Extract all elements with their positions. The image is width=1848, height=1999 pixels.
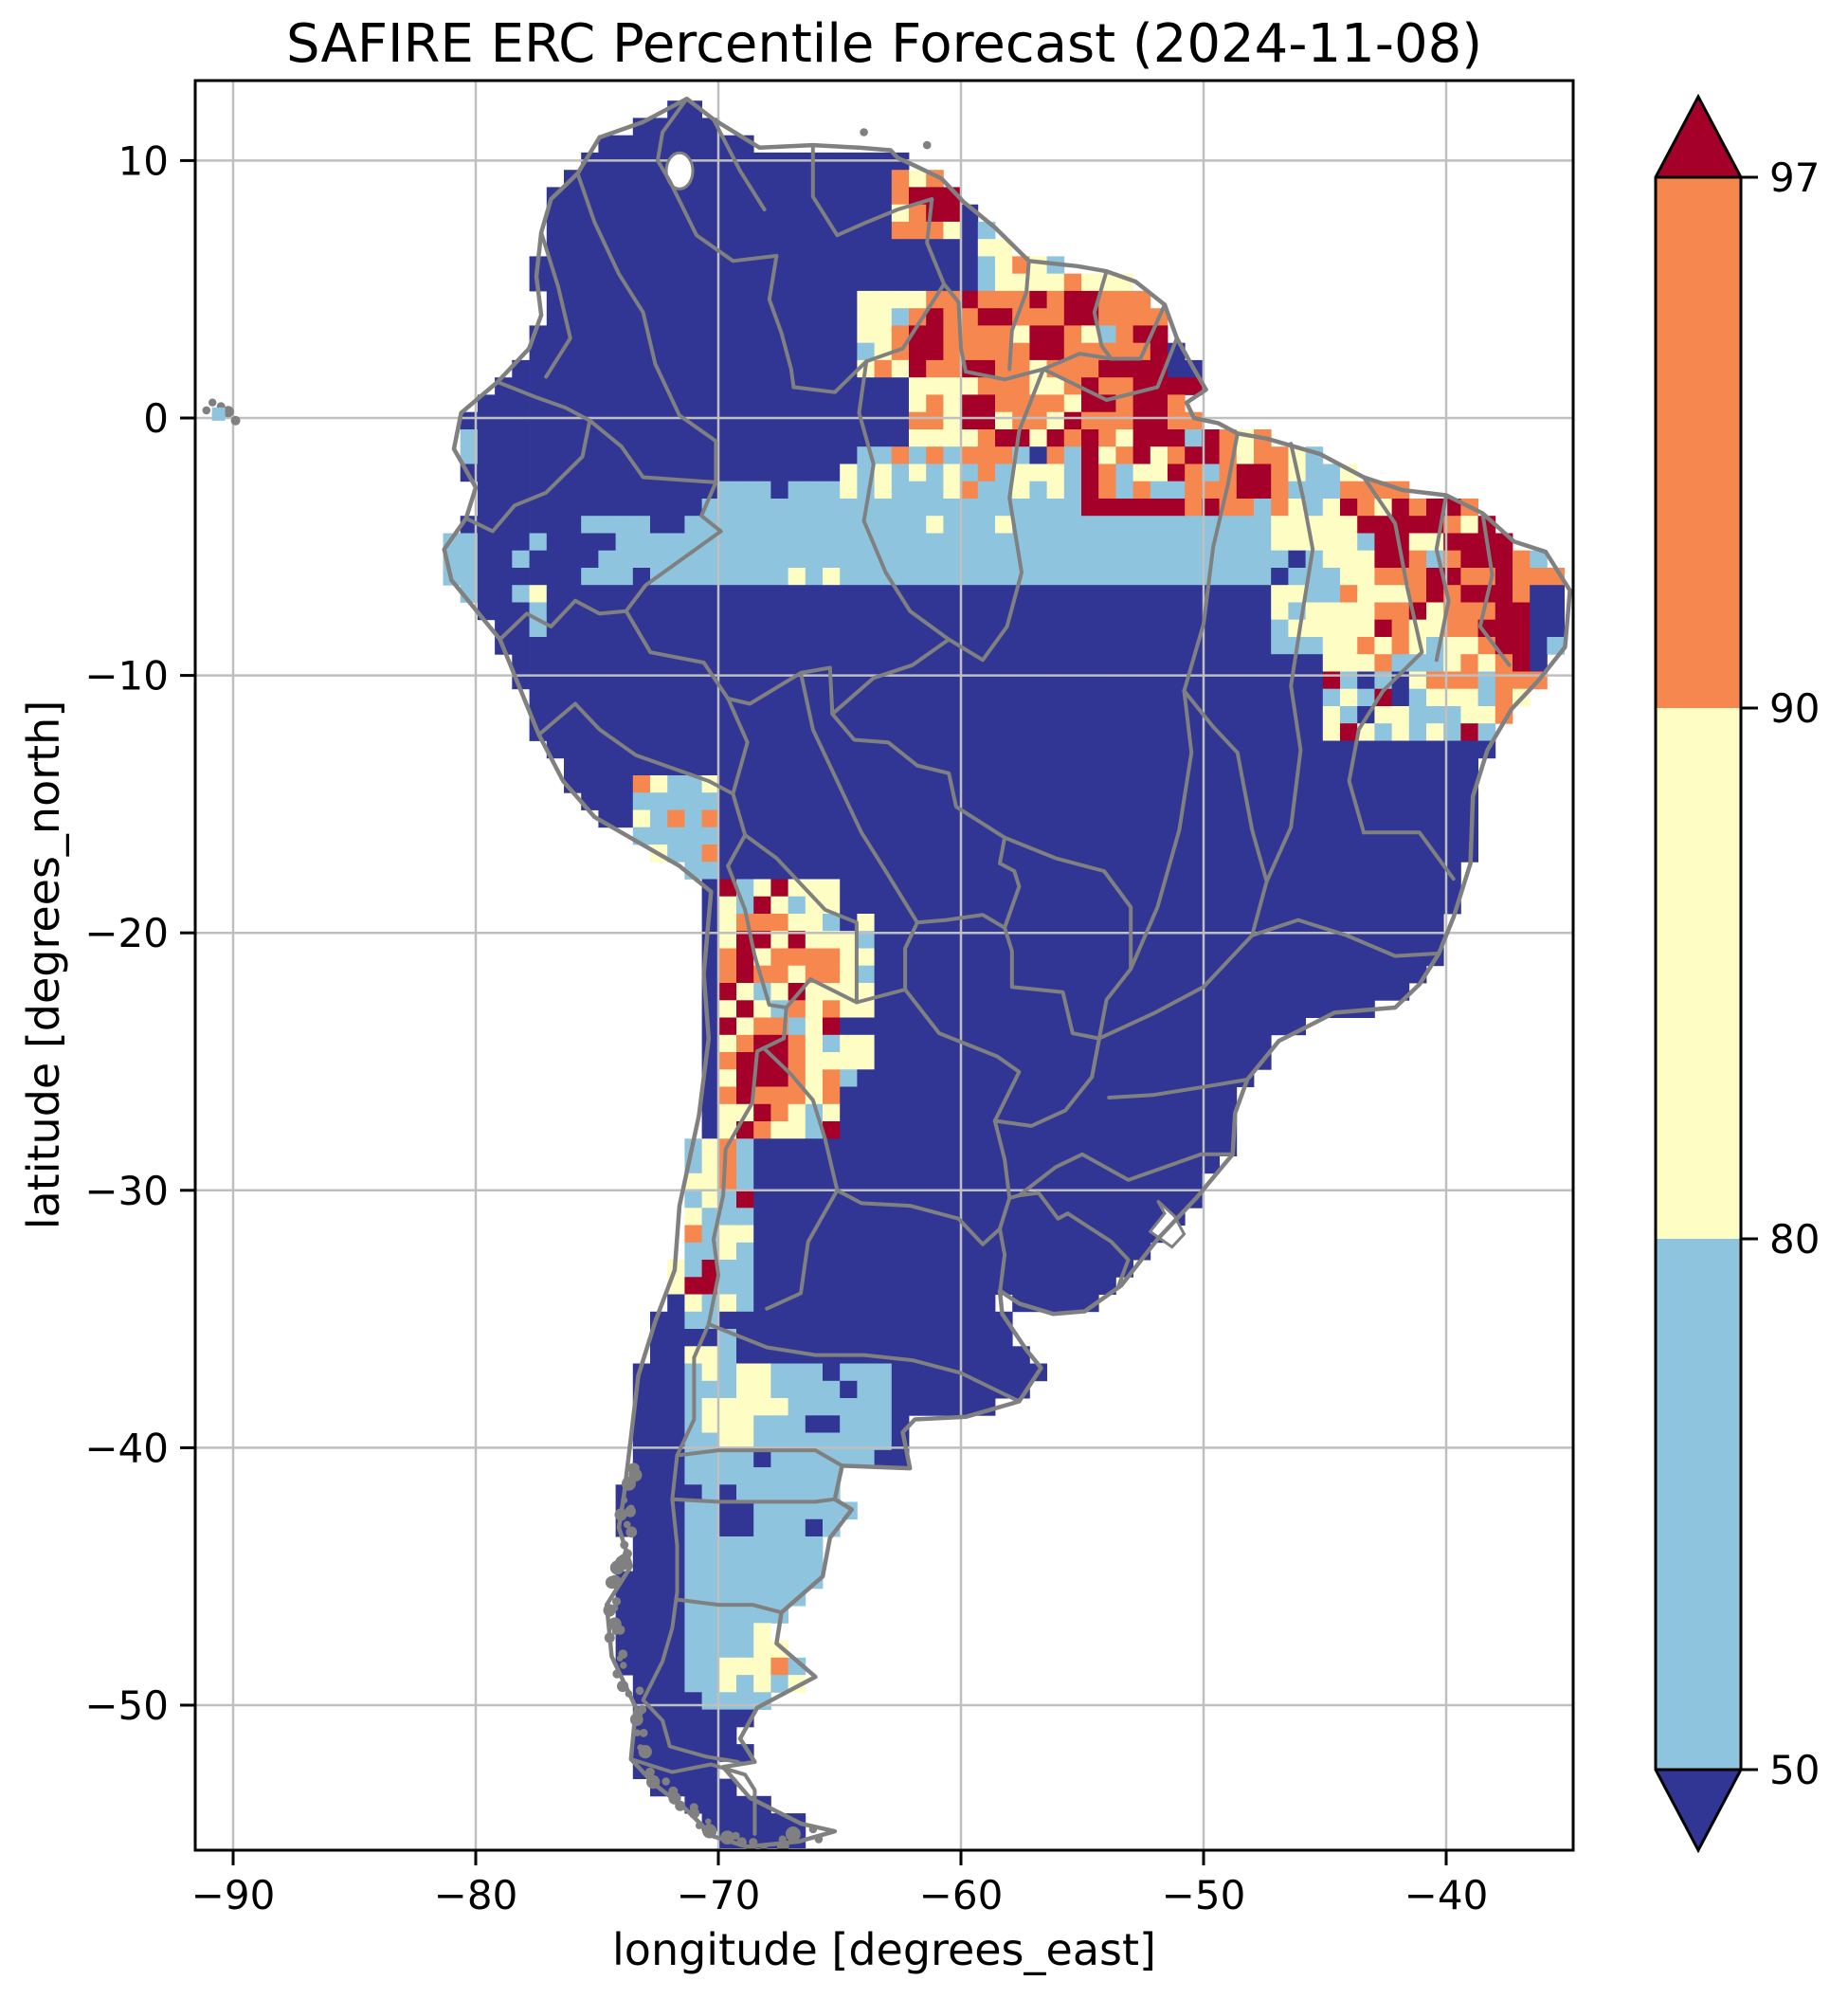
colorbar-over-arrow — [1656, 97, 1741, 177]
y-tick-label: −20 — [84, 910, 169, 956]
colorbar-under-arrow — [1656, 1770, 1741, 1850]
x-tick-label: −70 — [677, 1872, 761, 1918]
x-tick-label: −60 — [919, 1872, 1004, 1918]
y-tick-label: 10 — [118, 137, 169, 184]
colorbar-tick-label: 97 — [1769, 154, 1820, 201]
x-axis-label: longitude [degrees_east] — [612, 1924, 1156, 1975]
x-tick-label: −40 — [1404, 1872, 1489, 1918]
x-tick-label: −50 — [1162, 1872, 1246, 1918]
x-tick-label: −90 — [191, 1872, 276, 1918]
y-tick-label: −50 — [84, 1682, 169, 1729]
raster-layer — [443, 100, 1565, 1848]
coastline — [442, 96, 1572, 1850]
y-tick-label: −10 — [84, 653, 169, 700]
gridlines — [195, 81, 1573, 1850]
axes-frame: −90 −80 −70 −60 −50 −40 10 0 −10 −20 −30 −40 −50 — [84, 79, 1575, 1918]
y-tick-label: 0 — [143, 395, 169, 442]
islands — [202, 128, 932, 426]
y-tick-label: −30 — [84, 1168, 169, 1214]
colorbar-tick-label: 80 — [1769, 1216, 1820, 1263]
colorbar-tick-label: 90 — [1769, 685, 1820, 732]
colorbar-tick-label: 50 — [1769, 1747, 1820, 1793]
admin-borders — [463, 97, 1512, 1836]
y-tick-label: −40 — [84, 1425, 169, 1471]
plot-title: SAFIRE ERC Percentile Forecast (2024-11-… — [285, 13, 1483, 75]
x-tick-label: −80 — [434, 1872, 518, 1918]
colorbar: 97 90 80 50 — [1654, 93, 1820, 1854]
